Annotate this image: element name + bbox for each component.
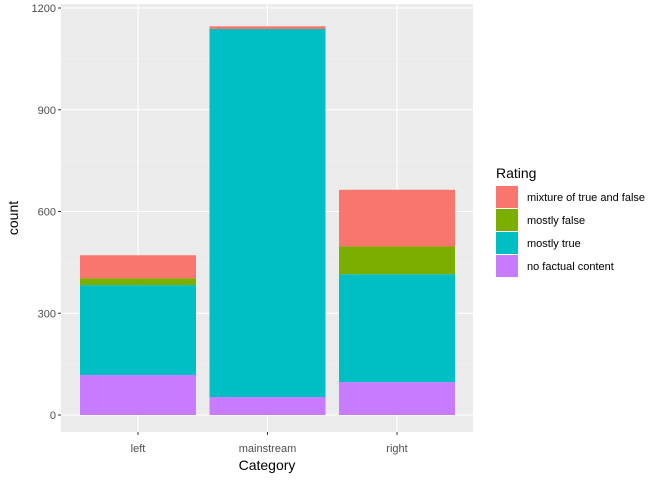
x-axis-title: Category xyxy=(239,457,296,473)
x-tick-label: mainstream xyxy=(239,443,296,455)
bar-segment xyxy=(339,246,455,275)
axes: 0 300 600 900 1200 left mainstream right xyxy=(32,3,408,455)
bar-segment xyxy=(339,274,455,383)
bar-segment xyxy=(209,29,326,398)
legend-swatch xyxy=(496,209,518,231)
bar-segment xyxy=(80,285,196,375)
legend-swatch xyxy=(496,255,518,277)
legend-label: mixture of true and false xyxy=(527,192,645,204)
bars xyxy=(80,26,455,415)
bar-segment xyxy=(209,26,326,30)
legend-title: Rating xyxy=(496,165,536,181)
bar-segment xyxy=(339,189,455,247)
y-tick-label: 900 xyxy=(38,105,56,117)
y-tick-label: 600 xyxy=(38,207,56,219)
bar-segment xyxy=(339,382,455,415)
x-tick-label: left xyxy=(131,443,146,455)
legend: mixture of true and false mostly false mos… xyxy=(496,186,645,277)
bar-segment xyxy=(80,374,196,415)
legend-label: mostly false xyxy=(527,215,585,227)
y-tick-label: 1200 xyxy=(32,3,56,15)
x-tick-label: right xyxy=(386,443,407,455)
legend-label: mostly true xyxy=(527,238,581,250)
bar-segment xyxy=(209,397,326,415)
y-tick-label: 300 xyxy=(38,308,56,320)
legend-label: no factual content xyxy=(527,261,614,273)
y-axis-title: count xyxy=(5,201,21,235)
legend-swatch xyxy=(496,232,518,254)
legend-swatch xyxy=(496,186,518,208)
y-tick-label: 0 xyxy=(50,410,56,422)
bar-segment xyxy=(80,255,196,279)
bar-segment xyxy=(80,278,196,286)
